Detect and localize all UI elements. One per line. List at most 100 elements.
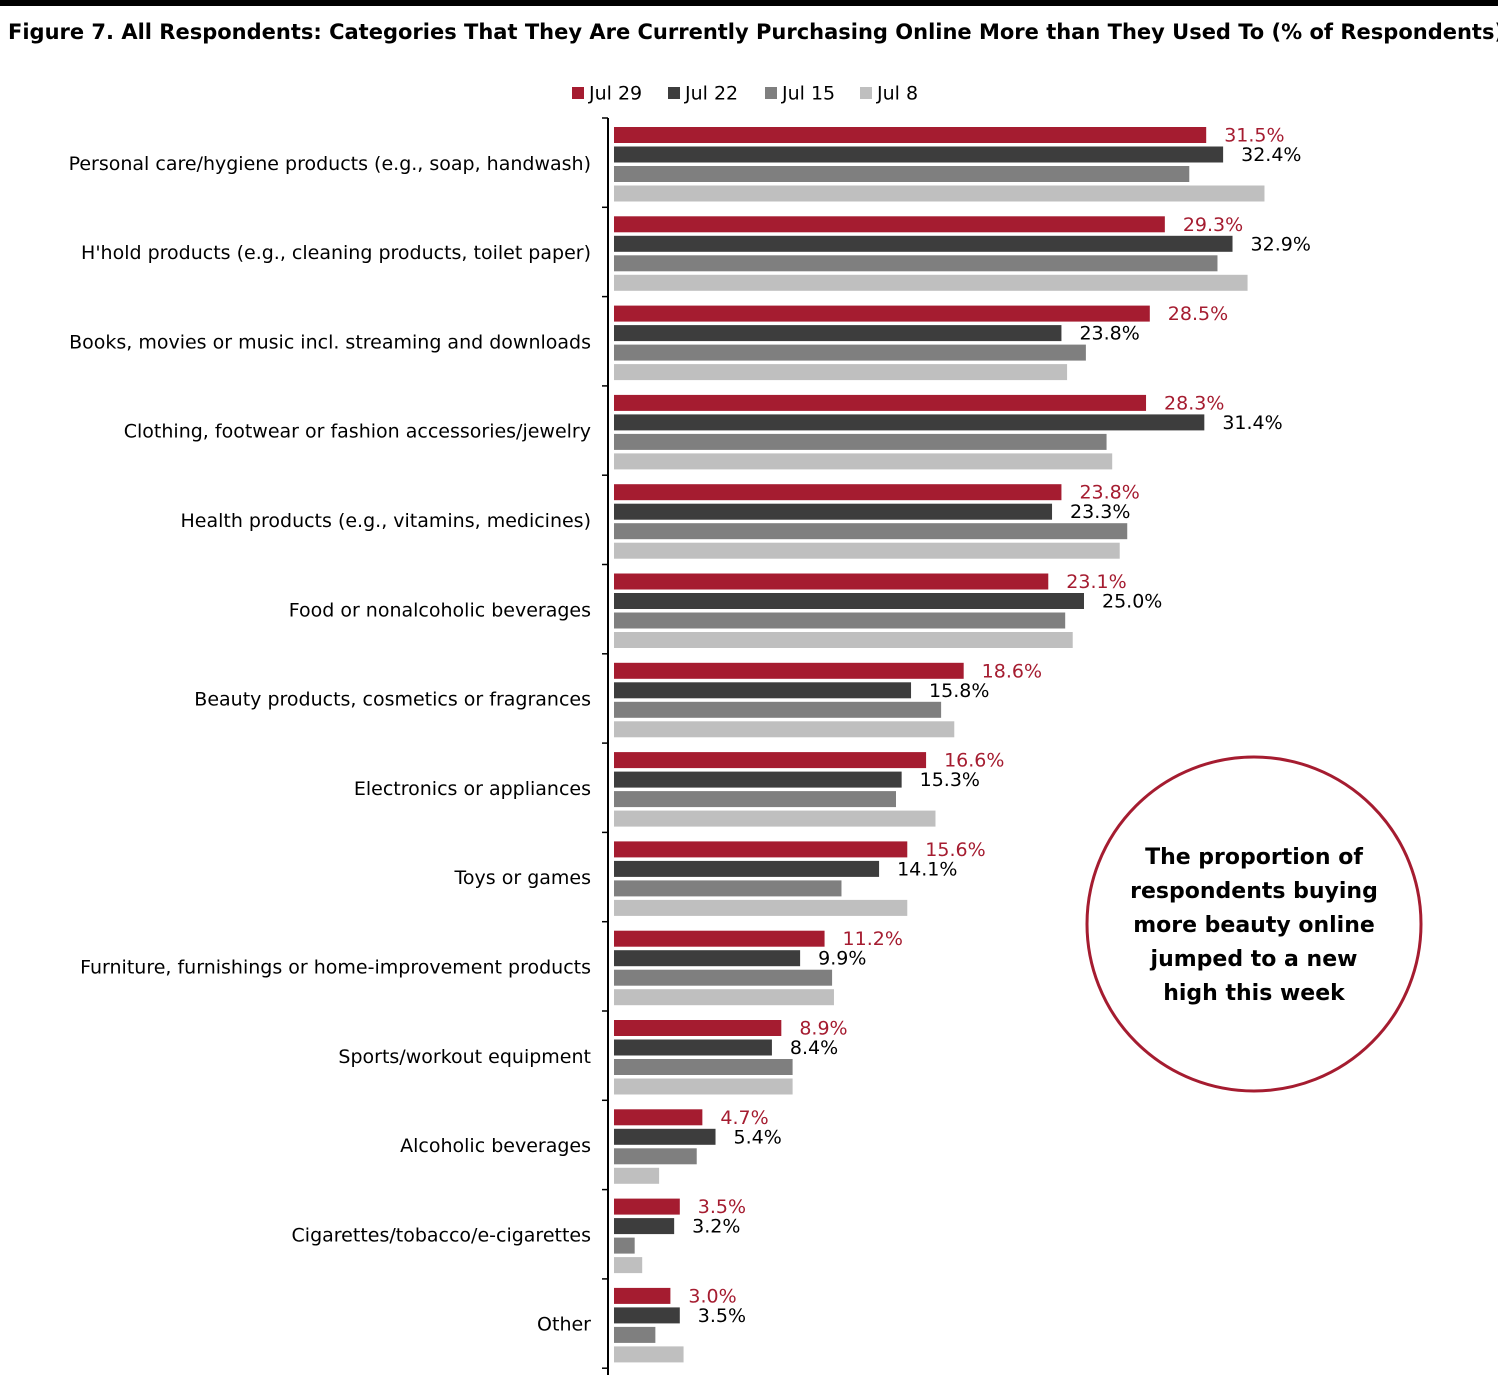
- bar: [614, 127, 1207, 143]
- legend-swatch: [668, 87, 680, 99]
- bar: [614, 185, 1265, 202]
- value-label: 3.5%: [698, 1305, 746, 1327]
- value-label: 15.3%: [920, 769, 980, 791]
- value-label: 16.6%: [944, 750, 1004, 772]
- bar: [614, 810, 936, 827]
- category-label: Toys or games: [454, 867, 591, 889]
- value-label: 15.6%: [925, 839, 985, 861]
- bar: [614, 573, 1049, 590]
- bar: [614, 542, 1120, 559]
- bar: [614, 1109, 703, 1126]
- value-label: 8.4%: [790, 1037, 838, 1059]
- bar: [614, 1307, 680, 1324]
- value-label: 3.5%: [698, 1196, 746, 1218]
- legend-swatch: [572, 87, 584, 99]
- bar: [614, 1326, 656, 1343]
- value-label: 8.9%: [799, 1018, 847, 1040]
- bar: [614, 305, 1150, 322]
- bar: [614, 1346, 684, 1363]
- bar: [614, 989, 834, 1006]
- chart-title: Figure 7. All Respondents: Categories Th…: [8, 20, 1498, 44]
- category-label: Other: [537, 1314, 591, 1336]
- value-label: 23.8%: [1079, 323, 1139, 345]
- value-label: 32.4%: [1241, 144, 1301, 166]
- value-label: 3.2%: [692, 1216, 740, 1238]
- bar: [614, 1218, 675, 1235]
- bar: [614, 523, 1128, 540]
- bar: [614, 216, 1165, 233]
- value-label: 18.6%: [982, 660, 1042, 682]
- bar: [614, 950, 801, 967]
- bar: [614, 682, 912, 699]
- value-label: 14.1%: [897, 858, 957, 880]
- bar: [614, 612, 1066, 629]
- annotation-circle: [1085, 755, 1423, 1093]
- value-label: 28.3%: [1164, 392, 1224, 414]
- bar: [614, 344, 1086, 361]
- legend-swatch: [860, 87, 872, 99]
- bar: [614, 364, 1068, 381]
- annotation-text: jumped to a new: [1150, 947, 1358, 972]
- category-label: Sports/workout equipment: [338, 1046, 591, 1068]
- value-label: 31.4%: [1222, 412, 1282, 434]
- category-label: Books, movies or music incl. streaming a…: [69, 331, 591, 353]
- bar: [614, 503, 1053, 520]
- bar: [614, 721, 955, 738]
- category-label: Food or nonalcoholic beverages: [289, 599, 591, 621]
- bar: [614, 255, 1218, 272]
- legend-label: Jul 22: [684, 83, 738, 105]
- category-label: Beauty products, cosmetics or fragrances: [194, 689, 591, 711]
- category-label: Health products (e.g., vitamins, medicin…: [181, 510, 592, 532]
- bar: [614, 841, 908, 858]
- top-rule: [0, 0, 1498, 6]
- bar: [614, 414, 1205, 431]
- value-label: 23.3%: [1070, 501, 1130, 523]
- bar: [614, 1128, 716, 1145]
- bar: [614, 701, 942, 718]
- value-label: 15.8%: [929, 680, 989, 702]
- annotation-text: The proportion of: [1145, 845, 1363, 870]
- bar: [614, 166, 1190, 182]
- bar: [614, 1167, 660, 1184]
- bar: [614, 1148, 697, 1165]
- value-label: 28.5%: [1168, 303, 1228, 325]
- bar: [614, 1237, 635, 1254]
- value-label: 11.2%: [843, 928, 903, 950]
- legend-label: Jul 15: [781, 83, 835, 105]
- bar: [614, 433, 1107, 450]
- bar: [614, 146, 1224, 163]
- category-label: Electronics or appliances: [354, 778, 591, 800]
- bar: [614, 1287, 671, 1304]
- bar: [614, 1257, 643, 1274]
- bar: [614, 662, 964, 679]
- category-label: H'hold products (e.g., cleaning products…: [81, 242, 591, 264]
- bar: [614, 632, 1073, 648]
- value-label: 32.9%: [1251, 233, 1311, 255]
- value-label: 9.9%: [818, 948, 866, 970]
- bar: [614, 235, 1233, 252]
- legend-label: Jul 8: [876, 83, 918, 105]
- bar: [614, 1039, 772, 1056]
- category-label: Furniture, furnishings or home-improveme…: [80, 956, 591, 978]
- bar: [614, 394, 1147, 411]
- bar: [614, 1059, 793, 1075]
- bar: [614, 899, 908, 916]
- bar: [614, 325, 1062, 342]
- annotation-text: high this week: [1163, 981, 1346, 1006]
- bar: [614, 880, 842, 897]
- bar: [614, 453, 1113, 470]
- bar: [614, 1078, 793, 1095]
- bar: [614, 484, 1062, 501]
- bar: [614, 593, 1084, 609]
- legend-swatch: [765, 87, 777, 99]
- value-label: 3.0%: [688, 1285, 736, 1307]
- legend-label: Jul 29: [588, 83, 642, 105]
- bar: [614, 860, 880, 877]
- bar: [614, 771, 902, 788]
- annotation-text: more beauty online: [1133, 913, 1375, 938]
- bar: [614, 930, 825, 947]
- value-label: 31.5%: [1224, 125, 1284, 147]
- bar: [614, 274, 1248, 291]
